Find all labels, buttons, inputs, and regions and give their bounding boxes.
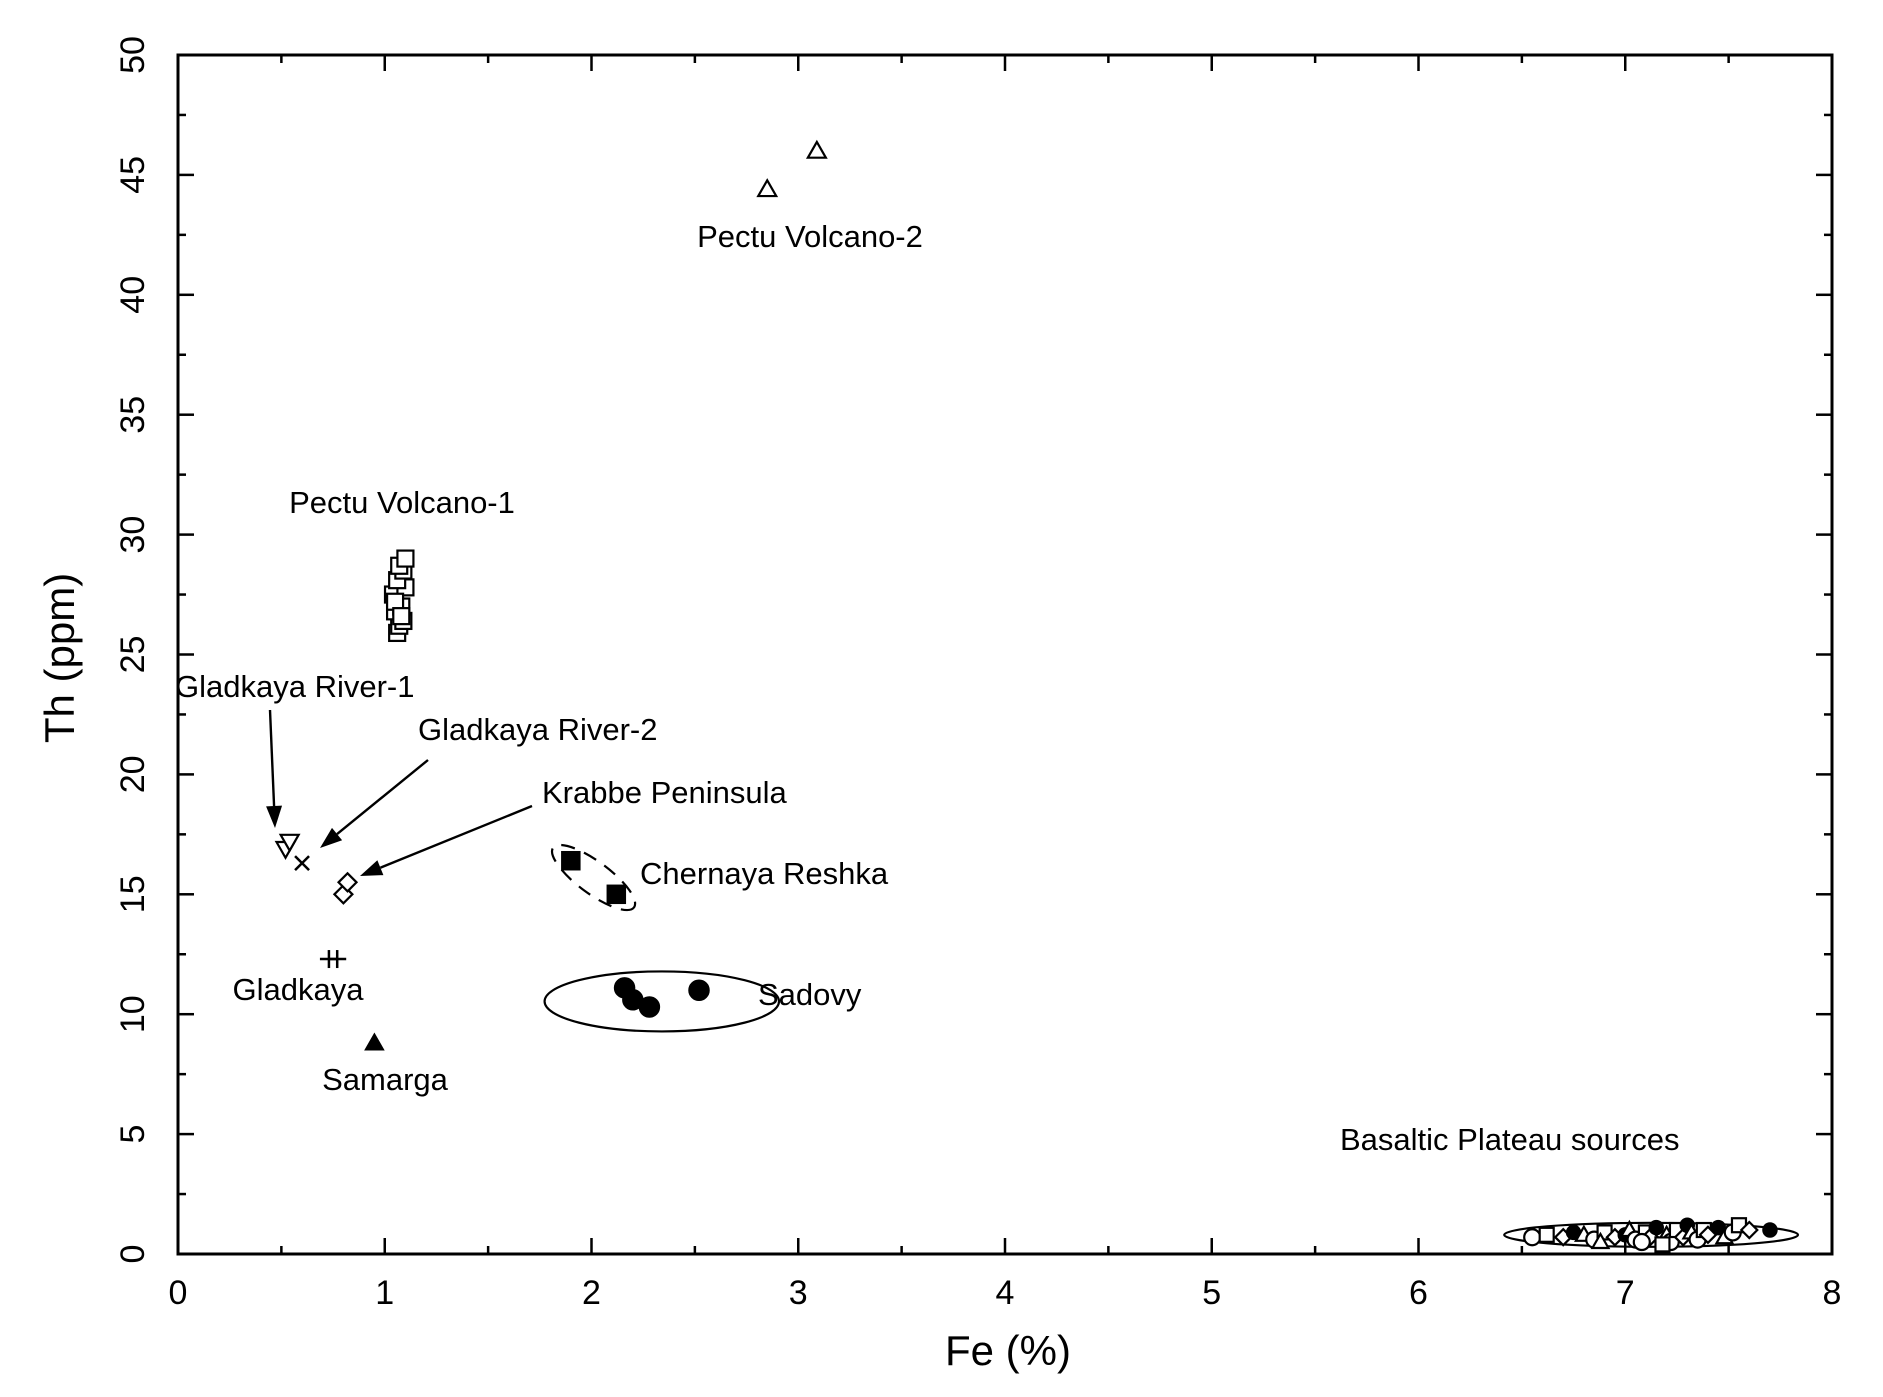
data-point <box>606 884 627 905</box>
x-tick-label: 1 <box>375 1274 394 1312</box>
label-gladkaya: Gladkaya <box>233 972 365 1007</box>
arrow-gladkaya-river-1 <box>266 709 283 828</box>
y-tick-label: 5 <box>114 1125 152 1144</box>
label-basaltic-plateau-sources: Basaltic Plateau sources <box>1340 1122 1679 1157</box>
y-tick-label: 50 <box>114 36 152 74</box>
x-tick-label: 8 <box>1823 1274 1842 1312</box>
y-tick-label: 30 <box>114 516 152 554</box>
x-tick-label: 5 <box>1202 1274 1221 1312</box>
data-point <box>278 833 301 853</box>
data-point <box>336 871 359 893</box>
x-tick-label: 4 <box>996 1274 1015 1312</box>
label-pectu-volcano-2: Pectu Volcano-2 <box>697 219 923 254</box>
y-tick-label: 20 <box>114 755 152 793</box>
sadovy-enclosure <box>543 970 781 1033</box>
data-point <box>1648 1219 1665 1236</box>
arrow-gladkaya-river-2 <box>320 759 429 848</box>
data-points <box>274 139 1778 1253</box>
label-chernaya-reshka: Chernaya Reshka <box>640 856 889 891</box>
data-point <box>1523 1228 1542 1247</box>
y-tick-label: 0 <box>114 1245 152 1264</box>
y-tick-label: 40 <box>114 276 152 314</box>
y-tick-label: 10 <box>114 995 152 1033</box>
data-point <box>1739 1220 1759 1240</box>
x-tick-label: 0 <box>169 1274 188 1312</box>
label-samarga: Samarga <box>322 1062 449 1097</box>
data-point <box>638 996 661 1018</box>
data-point <box>392 607 411 626</box>
y-tick-label: 15 <box>114 875 152 913</box>
data-point <box>805 139 828 159</box>
data-point <box>561 850 581 871</box>
data-point <box>688 979 710 1001</box>
label-krabbe-peninsula: Krabbe Peninsula <box>542 775 787 810</box>
y-tick-label: 35 <box>114 396 152 434</box>
x-tick-label: 3 <box>789 1274 808 1312</box>
label-pectu-volcano-1: Pectu Volcano-1 <box>289 485 515 520</box>
label-gladkaya-river-1: Gladkaya River-1 <box>175 669 414 704</box>
data-point <box>1538 1226 1555 1243</box>
x-tick-label: 6 <box>1409 1274 1428 1312</box>
data-point <box>364 1032 385 1051</box>
data-point <box>1762 1222 1778 1238</box>
y-tick-label: 45 <box>114 156 152 194</box>
arrow-krabbe-peninsula <box>360 804 533 876</box>
group-enclosures <box>543 843 1800 1248</box>
data-point <box>1590 1231 1611 1250</box>
x-tick-label: 7 <box>1616 1274 1635 1312</box>
data-point <box>1632 1232 1651 1252</box>
label-sadovy: Sadovy <box>758 977 862 1012</box>
annotation-arrows <box>266 709 533 876</box>
data-point <box>756 178 779 198</box>
data-point <box>294 855 310 872</box>
chernaya-reshka-enclosure <box>550 843 637 912</box>
annotation-labels: Pectu Volcano-2 Pectu Volcano-1 Gladkaya… <box>175 219 1679 1157</box>
y-tick-label: 25 <box>114 636 152 674</box>
y-axis-title: Th (ppm) <box>36 573 83 743</box>
label-gladkaya-river-2: Gladkaya River-2 <box>418 712 657 747</box>
x-tick-label: 2 <box>582 1274 601 1312</box>
data-point <box>328 950 347 969</box>
x-axis-title: Fe (%) <box>945 1327 1071 1374</box>
data-point <box>396 549 415 568</box>
data-point <box>1654 1236 1671 1253</box>
